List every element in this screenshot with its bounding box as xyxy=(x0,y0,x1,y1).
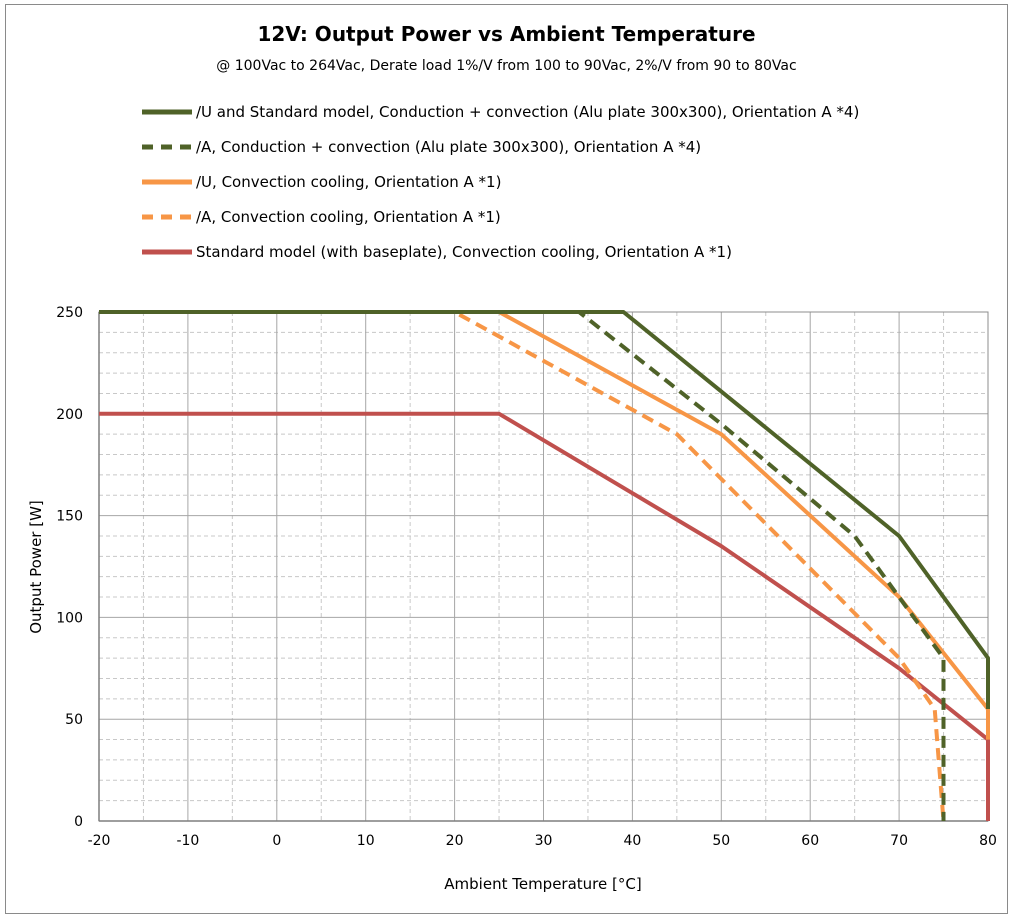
x-tick-label: 70 xyxy=(890,833,908,849)
legend-item: /A, Conduction + convection (Alu plate 3… xyxy=(140,129,859,164)
x-axis-title: Ambient Temperature [°C] xyxy=(444,875,641,893)
y-tick-label: 200 xyxy=(56,407,83,423)
x-tick-label: 20 xyxy=(446,833,464,849)
x-tick-label: 40 xyxy=(623,833,641,849)
x-tick-label: 0 xyxy=(272,833,281,849)
x-tick-label: -20 xyxy=(88,833,111,849)
series-line xyxy=(99,411,990,821)
legend-item: /A, Convection cooling, Orientation A *1… xyxy=(140,199,859,234)
series-line xyxy=(99,310,990,709)
legend-label: /U and Standard model, Conduction + conv… xyxy=(196,102,860,121)
y-tick-label: 150 xyxy=(56,509,83,525)
x-tick-label: 60 xyxy=(801,833,819,849)
gridlines xyxy=(98,311,989,822)
chart-title: 12V: Output Power vs Ambient Temperature xyxy=(257,22,756,46)
y-axis-title: Output Power [W] xyxy=(27,500,45,634)
y-tick-label: 250 xyxy=(56,305,83,321)
legend-label: /A, Convection cooling, Orientation A *1… xyxy=(196,207,501,226)
x-tick-label: 10 xyxy=(357,833,375,849)
legend-label: /A, Conduction + convection (Alu plate 3… xyxy=(196,137,702,156)
x-tick-label: -10 xyxy=(176,833,199,849)
legend-item: /U and Standard model, Conduction + conv… xyxy=(140,94,859,129)
series-line xyxy=(99,310,946,822)
legend-item: Standard model (with baseplate), Convect… xyxy=(140,234,859,269)
legend: /U and Standard model, Conduction + conv… xyxy=(140,94,859,269)
legend-label: Standard model (with baseplate), Convect… xyxy=(196,242,732,261)
y-tick-label: 0 xyxy=(74,814,83,830)
legend-swatch xyxy=(142,249,192,254)
x-tick-label: 50 xyxy=(712,833,730,849)
y-tick-label: 100 xyxy=(56,610,83,626)
y-tick-label: 50 xyxy=(65,712,83,728)
x-tick-label: 80 xyxy=(979,833,997,849)
legend-item: /U, Convection cooling, Orientation A *1… xyxy=(140,164,859,199)
legend-label: /U, Convection cooling, Orientation A *1… xyxy=(196,172,502,191)
legend-swatch xyxy=(142,144,192,149)
legend-swatch xyxy=(142,109,192,114)
x-tick-label: 30 xyxy=(535,833,553,849)
legend-swatch xyxy=(142,179,192,184)
series-line xyxy=(99,310,946,821)
chart-subtitle: @ 100Vac to 264Vac, Derate load 1%/V fro… xyxy=(216,58,797,74)
legend-swatch xyxy=(142,214,192,219)
chart-frame xyxy=(5,4,1008,914)
